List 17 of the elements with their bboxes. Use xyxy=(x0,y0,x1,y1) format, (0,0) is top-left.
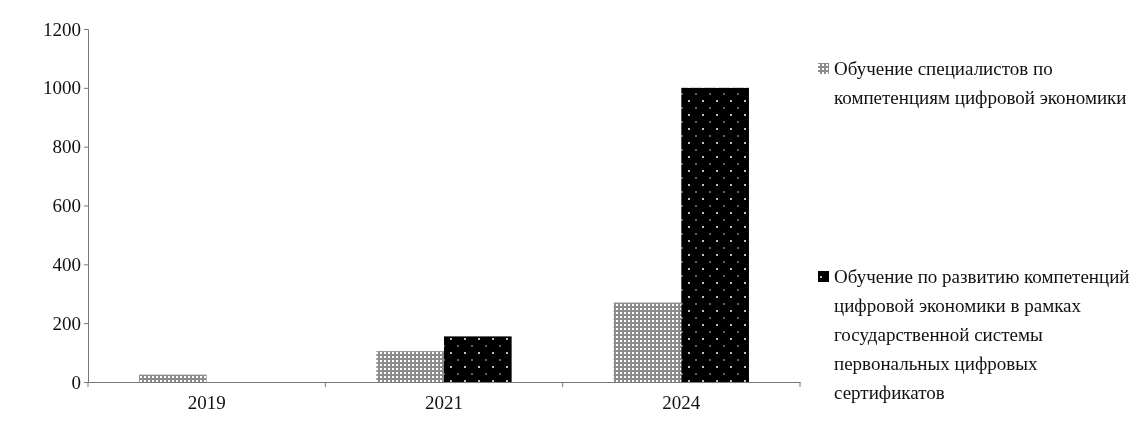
y-tick-label: 1000 xyxy=(43,77,81,99)
y-tick-label: 1200 xyxy=(43,18,81,40)
bar xyxy=(376,351,444,382)
y-tick-label: 600 xyxy=(52,195,81,217)
legend-label: Обучение специалистов по компетенциям цифровой экономики xyxy=(834,58,1127,108)
y-tick-label: 400 xyxy=(52,253,81,275)
bar xyxy=(444,336,512,382)
x-tick-label: 2019 xyxy=(187,392,226,414)
bar xyxy=(613,302,682,382)
x-tick-label: 2021 xyxy=(425,392,463,414)
legend-label: Обучение по развитию компетенций цифровой экономики в рамках государственной системы первональных цифровых сертификатов xyxy=(834,266,1130,403)
x-tick-label: 2024 xyxy=(662,392,701,414)
bar xyxy=(139,374,207,382)
y-tick-label: 0 xyxy=(71,371,81,393)
y-tick-label: 800 xyxy=(52,136,81,158)
y-tick-label: 200 xyxy=(52,312,81,334)
bar xyxy=(681,87,749,382)
